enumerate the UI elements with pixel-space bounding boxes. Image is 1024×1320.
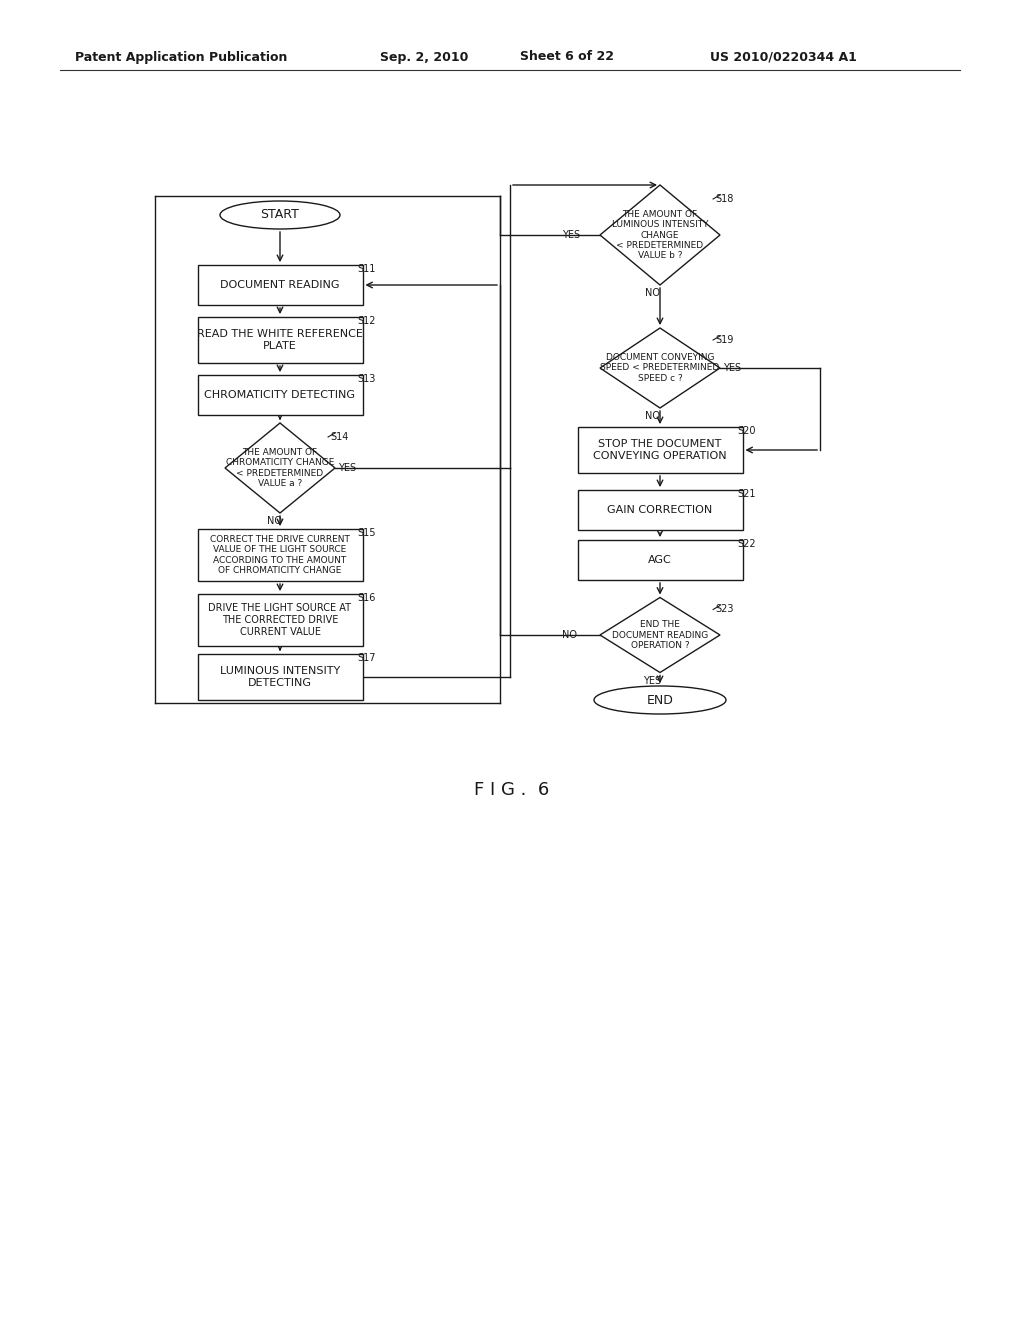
Text: CORRECT THE DRIVE CURRENT
VALUE OF THE LIGHT SOURCE
ACCORDING TO THE AMOUNT
OF C: CORRECT THE DRIVE CURRENT VALUE OF THE L… [210, 535, 350, 576]
Text: NO: NO [562, 630, 577, 640]
Ellipse shape [220, 201, 340, 228]
Text: END: END [646, 693, 674, 706]
Ellipse shape [594, 686, 726, 714]
Text: S16: S16 [357, 593, 376, 603]
Polygon shape [600, 185, 720, 285]
Text: YES: YES [723, 363, 741, 374]
Text: S20: S20 [737, 426, 756, 436]
Text: S15: S15 [357, 528, 376, 539]
Text: S14: S14 [330, 432, 348, 442]
Text: Sheet 6 of 22: Sheet 6 of 22 [520, 50, 614, 63]
Text: START: START [260, 209, 299, 222]
Text: STOP THE DOCUMENT
CONVEYING OPERATION: STOP THE DOCUMENT CONVEYING OPERATION [593, 440, 727, 461]
Text: S17: S17 [357, 653, 376, 663]
Text: S22: S22 [737, 539, 756, 549]
Text: LUMINOUS INTENSITY
DETECTING: LUMINOUS INTENSITY DETECTING [220, 667, 340, 688]
Text: Patent Application Publication: Patent Application Publication [75, 50, 288, 63]
Polygon shape [600, 327, 720, 408]
Text: YES: YES [562, 230, 581, 240]
Text: THE AMOUNT OF
CHROMATICITY CHANGE
< PREDETERMINED
VALUE a ?: THE AMOUNT OF CHROMATICITY CHANGE < PRED… [226, 447, 334, 488]
Text: US 2010/0220344 A1: US 2010/0220344 A1 [710, 50, 857, 63]
Text: DOCUMENT READING: DOCUMENT READING [220, 280, 340, 290]
FancyBboxPatch shape [198, 317, 362, 363]
Text: S21: S21 [737, 488, 756, 499]
FancyBboxPatch shape [578, 540, 742, 579]
Text: Sep. 2, 2010: Sep. 2, 2010 [380, 50, 468, 63]
FancyBboxPatch shape [198, 529, 362, 581]
Text: CHROMATICITY DETECTING: CHROMATICITY DETECTING [205, 389, 355, 400]
Text: S19: S19 [715, 335, 733, 345]
Text: READ THE WHITE REFERENCE
PLATE: READ THE WHITE REFERENCE PLATE [197, 329, 362, 351]
Text: S13: S13 [357, 374, 376, 384]
FancyBboxPatch shape [198, 265, 362, 305]
Text: F I G .  6: F I G . 6 [474, 781, 550, 799]
FancyBboxPatch shape [578, 490, 742, 531]
Text: THE AMOUNT OF
LUMINOUS INTENSITY
CHANGE
< PREDETERMINED
VALUE b ?: THE AMOUNT OF LUMINOUS INTENSITY CHANGE … [611, 210, 709, 260]
FancyBboxPatch shape [198, 375, 362, 414]
Text: YES: YES [643, 676, 662, 685]
Text: AGC: AGC [648, 554, 672, 565]
FancyBboxPatch shape [198, 653, 362, 700]
Polygon shape [600, 598, 720, 672]
Text: NO: NO [644, 288, 659, 298]
Text: NO: NO [267, 516, 283, 525]
Polygon shape [225, 422, 335, 513]
Text: S23: S23 [715, 605, 733, 615]
Text: S12: S12 [357, 315, 376, 326]
Text: GAIN CORRECTION: GAIN CORRECTION [607, 506, 713, 515]
Text: S18: S18 [715, 194, 733, 205]
Text: DRIVE THE LIGHT SOURCE AT
THE CORRECTED DRIVE
CURRENT VALUE: DRIVE THE LIGHT SOURCE AT THE CORRECTED … [209, 603, 351, 636]
Text: S11: S11 [357, 264, 376, 275]
FancyBboxPatch shape [578, 426, 742, 473]
Text: NO: NO [644, 411, 659, 421]
Text: YES: YES [338, 463, 356, 473]
Text: END THE
DOCUMENT READING
OPERATION ?: END THE DOCUMENT READING OPERATION ? [612, 620, 709, 649]
Text: DOCUMENT CONVEYING
SPEED < PREDETERMINED
SPEED c ?: DOCUMENT CONVEYING SPEED < PREDETERMINED… [600, 354, 720, 383]
FancyBboxPatch shape [198, 594, 362, 645]
